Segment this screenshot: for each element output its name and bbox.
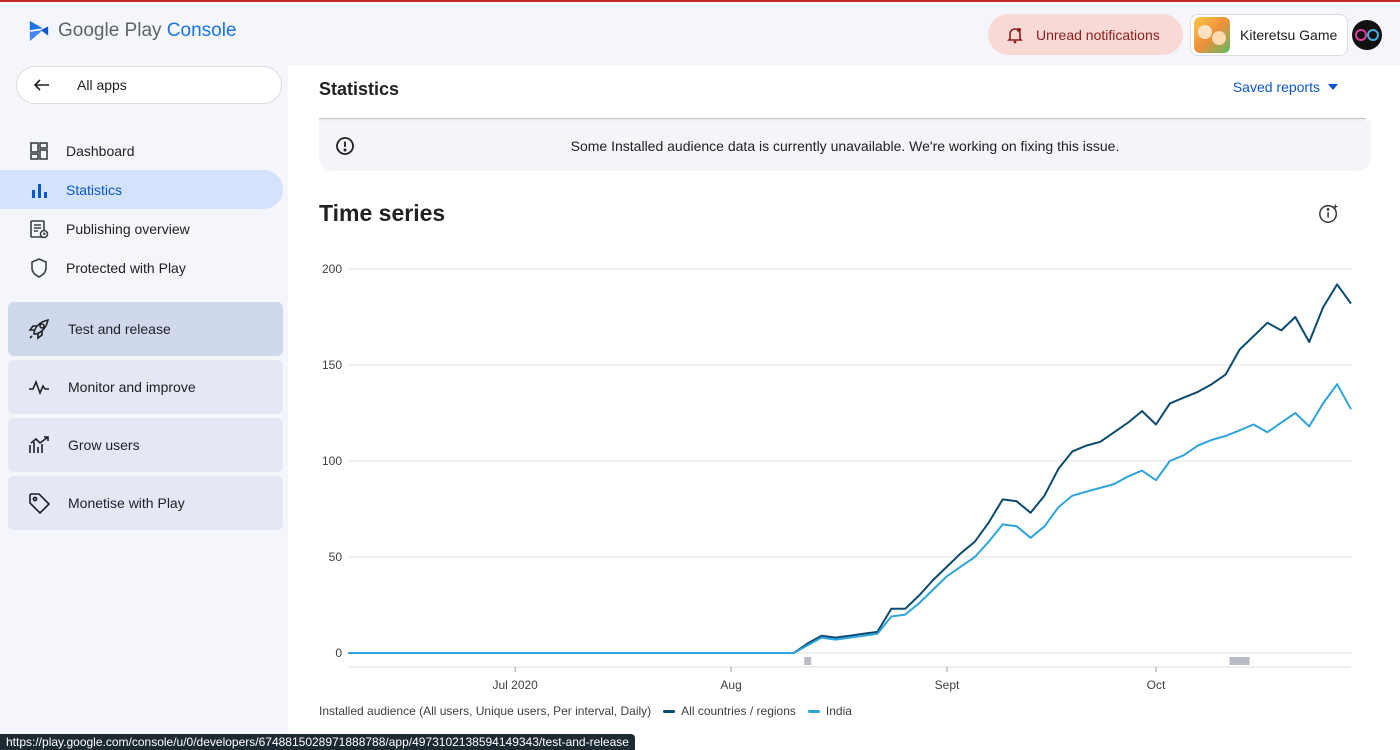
- dashboard-icon: [28, 140, 50, 162]
- all-apps-label: All apps: [77, 77, 127, 93]
- shield-icon: [28, 257, 50, 279]
- sidebar-item-dashboard[interactable]: Dashboard: [0, 131, 283, 170]
- rocket-icon: [28, 318, 50, 340]
- logo-google: Google Play: [58, 20, 162, 41]
- x-tick-label: Jul 2020: [492, 678, 538, 692]
- sidebar-item-label: Statistics: [66, 181, 123, 198]
- alert-circle-icon: [334, 135, 356, 157]
- saved-reports-dropdown[interactable]: Saved reports: [1233, 79, 1338, 95]
- unread-notifications-button[interactable]: Unread notifications: [988, 14, 1183, 55]
- x-tick-label: Oct: [1147, 678, 1166, 692]
- notifications-label: Unread notifications: [1036, 26, 1160, 43]
- legend-metric: Installed audience (All users, Unique us…: [319, 704, 652, 718]
- sidebar-group-label: Grow users: [68, 437, 140, 453]
- legend-swatch-all-countries: [663, 710, 676, 714]
- axis-annotation-marker[interactable]: [1229, 657, 1250, 665]
- y-tick-label: 0: [335, 646, 342, 660]
- legend-item-india[interactable]: India: [807, 704, 852, 718]
- page-title: Statistics: [319, 79, 400, 99]
- play-console-logo-icon: [28, 20, 50, 42]
- app-selector[interactable]: Kiteretsu Game: [1190, 14, 1348, 56]
- caret-down-icon: [1328, 82, 1338, 92]
- header-divider: [319, 118, 1366, 119]
- legend-swatch-india: [807, 710, 820, 714]
- series-line-india[interactable]: [348, 383, 1352, 654]
- legend-label: All countries / regions: [681, 704, 796, 718]
- tag-icon: [28, 492, 50, 514]
- insights-info-icon[interactable]: [1318, 202, 1340, 224]
- section-title: Time series: [319, 200, 446, 226]
- x-tick-label: Sept: [935, 678, 960, 692]
- sidebar-item-protected-with-play[interactable]: Protected with Play: [0, 248, 283, 287]
- app-thumbnail-icon: [1194, 17, 1230, 53]
- pulse-icon: [28, 376, 50, 398]
- axis-annotation-marker[interactable]: [804, 657, 812, 665]
- all-apps-button[interactable]: All apps: [16, 66, 282, 104]
- sidebar-group-label: Monetise with Play: [68, 495, 185, 511]
- bell-icon: [1004, 24, 1026, 46]
- sidebar-group-label: Monitor and improve: [68, 379, 196, 395]
- legend-label: India: [825, 704, 852, 718]
- bar-chart-icon: [28, 179, 50, 201]
- logo-text: Google Play Console: [58, 20, 237, 42]
- sidebar-item-label: Publishing overview: [66, 220, 190, 237]
- y-tick-label: 100: [322, 454, 342, 468]
- logo-console: Console: [166, 20, 237, 41]
- banner-text: Some Installed audience data is currentl…: [570, 138, 1120, 154]
- data-unavailable-banner: Some Installed audience data is currentl…: [319, 121, 1371, 171]
- play-console-logo[interactable]: Google Play Console: [28, 20, 237, 42]
- growth-icon: [28, 434, 50, 456]
- sidebar-group-label: Test and release: [68, 321, 171, 337]
- sidebar-item-statistics[interactable]: Statistics: [0, 170, 283, 209]
- sidebar-group-monitor-and-improve[interactable]: Monitor and improve: [8, 360, 283, 414]
- sidebar-group-grow-users[interactable]: Grow users: [8, 418, 283, 472]
- status-bar-url: https://play.google.com/console/u/0/deve…: [0, 734, 635, 750]
- legend-item-all-countries[interactable]: All countries / regions: [663, 704, 796, 718]
- y-tick-label: 200: [322, 262, 342, 276]
- sidebar-group-test-and-release[interactable]: Test and release: [8, 302, 283, 356]
- sidebar-item-label: Dashboard: [66, 142, 135, 159]
- saved-reports-label: Saved reports: [1232, 79, 1320, 95]
- publishing-overview-icon: [28, 218, 50, 240]
- sidebar-item-publishing-overview[interactable]: Publishing overview: [0, 209, 283, 248]
- account-avatar[interactable]: [1352, 20, 1382, 50]
- chart-legend: Installed audience (All users, Unique us…: [319, 704, 852, 718]
- sidebar-group-monetise-with-play[interactable]: Monetise with Play: [8, 476, 283, 530]
- time-series-chart: 0 50 100 150 200 Jul 2020 Aug Sept Oct: [322, 262, 1352, 692]
- back-arrow-icon: [31, 74, 53, 96]
- main-content: Statistics Saved reports Some Installed …: [288, 66, 1400, 750]
- series-line-all-countries[interactable]: [348, 283, 1352, 654]
- sidebar-item-label: Protected with Play: [66, 259, 186, 276]
- x-tick-label: Aug: [720, 678, 741, 692]
- sidebar: All apps Dashboard Statistics Publishing…: [0, 64, 288, 750]
- y-tick-label: 150: [322, 358, 342, 372]
- top-accent-line: [0, 0, 1400, 2]
- top-bar: Google Play Console Unread notifications…: [0, 2, 1400, 64]
- app-name: Kiteretsu Game: [1240, 27, 1338, 43]
- y-tick-label: 50: [329, 550, 343, 564]
